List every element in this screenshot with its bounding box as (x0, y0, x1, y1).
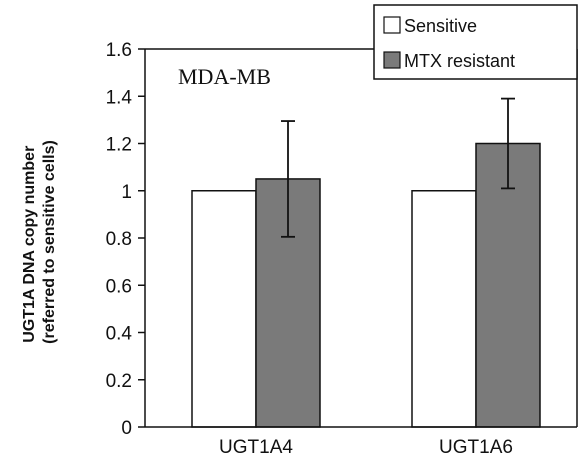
y-tick-label: 0 (121, 418, 132, 439)
legend: Sensitive MTX resistant (373, 4, 578, 80)
y-tick-label: 0.8 (106, 229, 132, 250)
bars (191, 142, 541, 428)
legend-label-mtx-resistant: MTX resistant (404, 51, 515, 71)
legend-label-sensitive: Sensitive (404, 16, 477, 36)
legend-swatch-mtx-resistant (383, 51, 401, 69)
y-tick-label: 1.6 (106, 40, 132, 61)
x-axis-categories: UGT1A4 UGT1A6 (219, 437, 513, 458)
x-category-label: UGT1A6 (439, 437, 513, 458)
x-category-label: UGT1A4 (219, 437, 293, 458)
y-tick-label: 1.4 (106, 87, 133, 108)
y-tick-label: 0.6 (106, 276, 132, 297)
y-tick-label: 0.2 (106, 371, 132, 392)
y-axis-label: UGT1A DNA copy number (referred to sensi… (21, 140, 58, 344)
y-axis-ticks: 0 0.2 0.4 0.6 0.8 1 1.2 1.4 1.6 (106, 40, 145, 439)
y-tick-label: 0.4 (106, 324, 133, 345)
y-tick-label: 1 (121, 182, 132, 203)
bar-sensitive-ugt1a6 (411, 190, 477, 428)
error-bars (281, 97, 515, 238)
y-tick-label: 1.2 (106, 135, 132, 156)
y-axis-label-line1: UGT1A DNA copy number (21, 146, 38, 343)
legend-swatch-sensitive (383, 16, 401, 34)
legend-box (373, 4, 578, 80)
chart-annotation: MDA-MB (178, 64, 271, 89)
y-axis-label-line2: (referred to sensitive cells) (41, 140, 58, 344)
bar-sensitive-ugt1a4 (191, 190, 257, 428)
